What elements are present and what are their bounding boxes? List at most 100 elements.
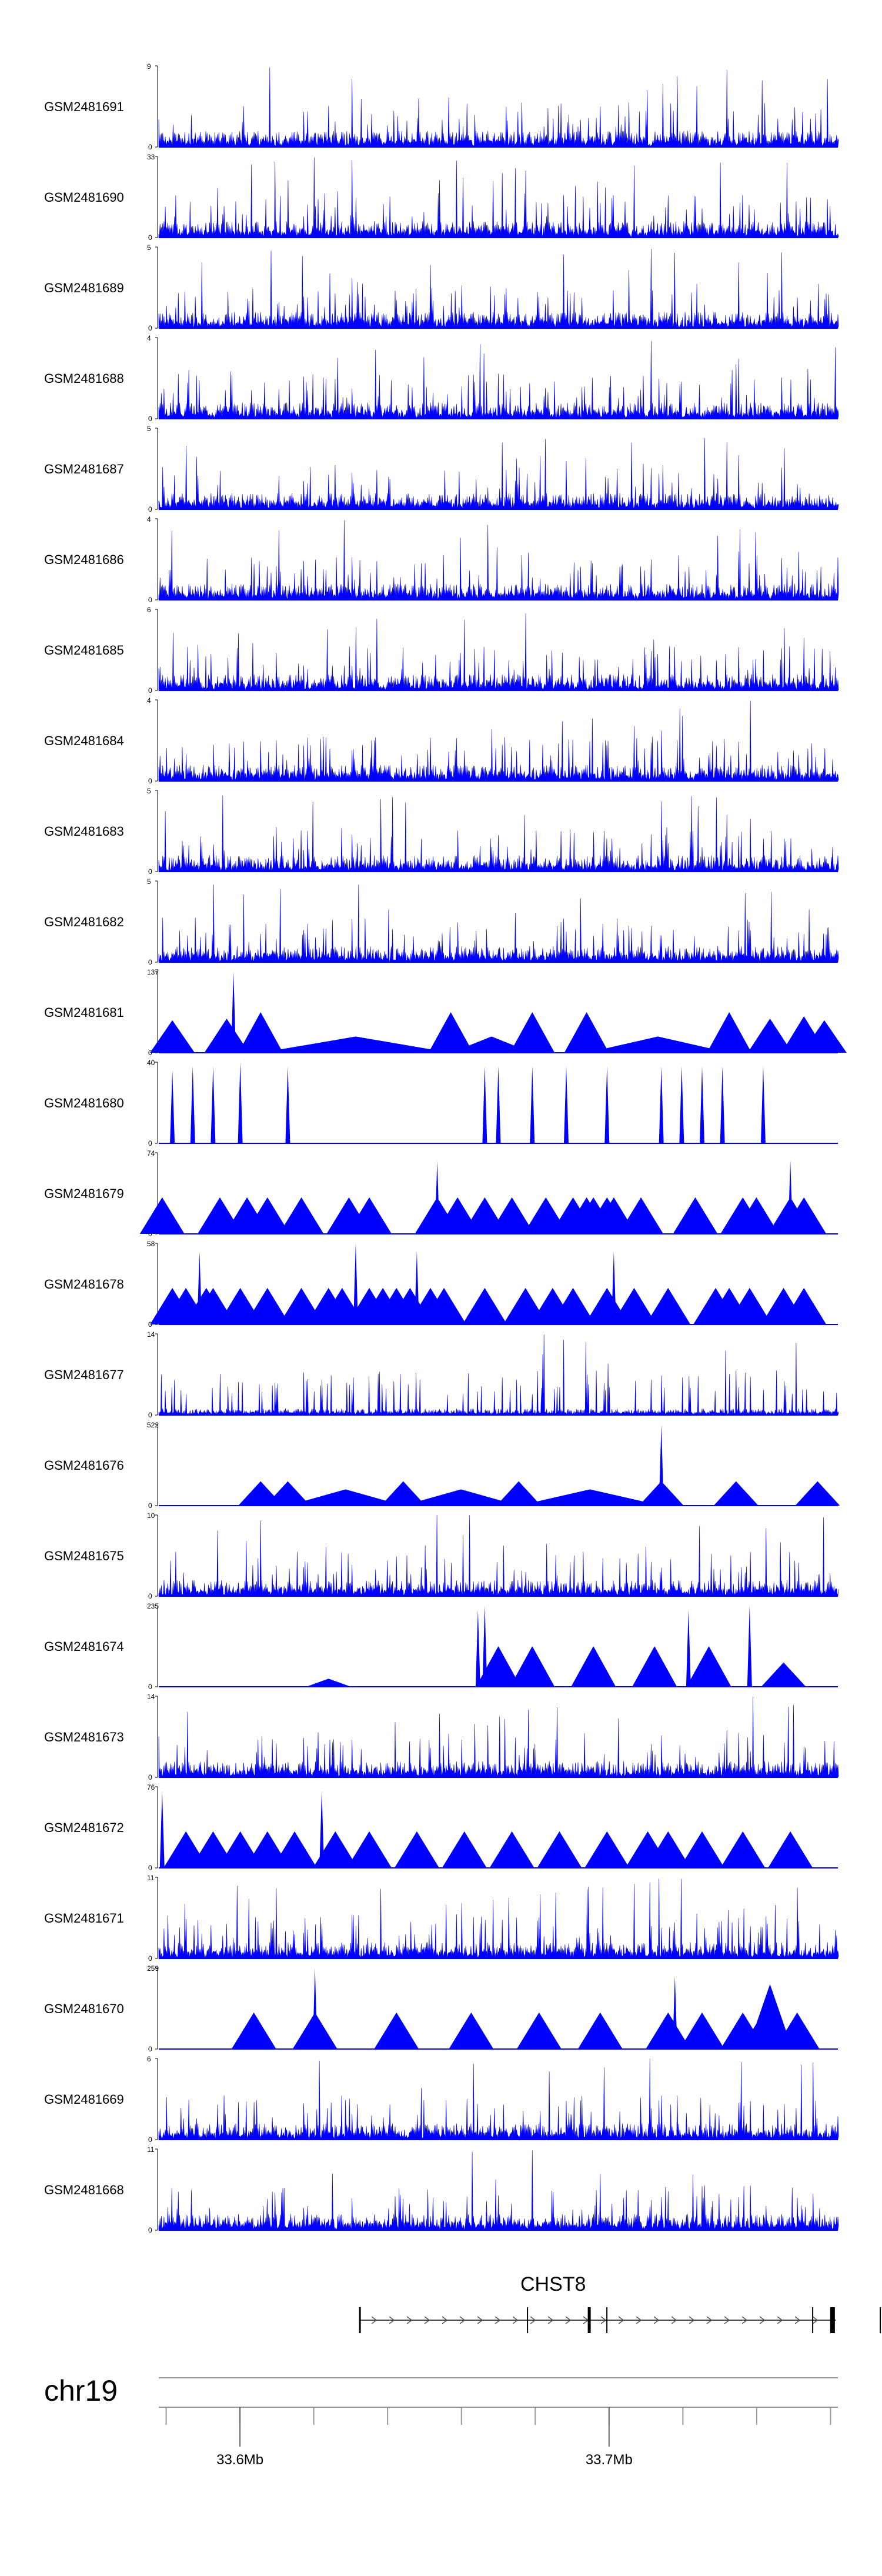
- track-GSM2481684: GSM2481684 4 0: [44, 696, 839, 785]
- y-max-label: 5: [147, 877, 151, 886]
- track-label: GSM2481684: [44, 733, 124, 748]
- y-zero-label: 0: [148, 867, 152, 876]
- strand-arrow: [759, 2316, 766, 2324]
- signal-peak: [679, 1066, 684, 1143]
- y-zero-label: 0: [148, 596, 152, 604]
- signal-coverage: [158, 2150, 839, 2231]
- signal-peak: [190, 1066, 195, 1143]
- signal-peak: [707, 1012, 752, 1053]
- strand-arrow: [671, 2316, 677, 2324]
- y-zero-label: 0: [148, 1773, 152, 1781]
- track-label: GSM2481681: [44, 1005, 124, 1020]
- signal-peak: [619, 1197, 664, 1234]
- signal-peak: [516, 2012, 562, 2049]
- signal-peak: [265, 1481, 310, 1506]
- strand-arrow: [600, 2316, 607, 2324]
- signal-coverage: [158, 520, 839, 600]
- track-label: GSM2481682: [44, 915, 124, 929]
- track-GSM2481673: GSM2481673 14 0: [44, 1693, 839, 1781]
- signal-peak: [788, 1160, 793, 1234]
- y-max-label: 4: [147, 515, 151, 523]
- y-max-label: 5: [147, 787, 151, 795]
- signal-peak: [449, 2012, 494, 2049]
- track-label: GSM2481677: [44, 1367, 124, 1382]
- strand-arrow: [547, 2316, 554, 2324]
- y-max-label: 74: [147, 1149, 155, 1157]
- signal-ramp: [403, 1489, 519, 1506]
- strand-arrow: [724, 2316, 730, 2324]
- track-label: GSM2481683: [44, 824, 124, 839]
- signal-coverage: [158, 700, 839, 782]
- signal-peak: [428, 1012, 473, 1053]
- track-GSM2481680: GSM2481680 40 0: [44, 1059, 838, 1147]
- track-GSM2481688: GSM2481688 4 0: [44, 334, 839, 423]
- signal-peak: [489, 1831, 534, 1868]
- signal-peak: [496, 1481, 542, 1506]
- strand-arrow: [636, 2316, 642, 2324]
- y-max-label: 6: [147, 606, 151, 614]
- strand-arrow: [530, 2316, 536, 2324]
- strand-arrow: [371, 2316, 377, 2324]
- signal-peak: [496, 1066, 501, 1143]
- track-GSM2481674: GSM2481674 235 0: [44, 1602, 838, 1691]
- signal-coverage: [158, 438, 839, 510]
- signal-peak: [374, 2012, 419, 2049]
- track-label: GSM2481675: [44, 1549, 124, 1563]
- signal-peak: [781, 1287, 827, 1324]
- signal-peak: [285, 1066, 290, 1143]
- signal-peak: [747, 1606, 752, 1687]
- signal-coverage: [158, 341, 839, 419]
- track-GSM2481676: GSM2481676 522 0: [44, 1421, 840, 1510]
- signal-peak: [319, 1790, 325, 1868]
- track-label: GSM2481674: [44, 1639, 124, 1654]
- signal-peak: [761, 1662, 806, 1687]
- signal-peak: [680, 2012, 724, 2049]
- signal-peak: [245, 1287, 290, 1324]
- y-max-label: 5: [147, 243, 151, 252]
- signal-ramp: [586, 1036, 730, 1053]
- track-GSM2481671: GSM2481671 11 0: [44, 1874, 839, 1963]
- signal-peak: [231, 972, 236, 1053]
- signal-peak: [646, 1287, 691, 1324]
- signal-peak: [672, 1976, 677, 2049]
- strand-arrow: [495, 2316, 501, 2324]
- strand-arrow: [706, 2316, 713, 2324]
- strand-arrow: [777, 2316, 783, 2324]
- signal-peak: [713, 1481, 759, 1506]
- y-zero-label: 0: [148, 777, 152, 785]
- signal-peak: [306, 1679, 351, 1687]
- track-GSM2481672: GSM2481672 76 0: [44, 1783, 838, 1872]
- y-max-label: 76: [147, 1783, 155, 1791]
- signal-peak: [170, 1070, 175, 1143]
- y-zero-label: 0: [148, 505, 152, 513]
- signal-peak: [768, 1831, 813, 1868]
- exon: [359, 2307, 361, 2333]
- signal-coverage: [158, 884, 839, 963]
- track-label: GSM2481676: [44, 1458, 124, 1473]
- strand-arrow: [442, 2316, 448, 2324]
- signal-peak: [482, 1066, 487, 1143]
- track-label: GSM2481690: [44, 190, 124, 205]
- strand-arrow: [653, 2316, 660, 2324]
- track-label: GSM2481670: [44, 2001, 124, 2016]
- signal-peak: [245, 1197, 290, 1234]
- strand-arrow: [459, 2316, 466, 2324]
- track-GSM2481690: GSM2481690 33 0: [44, 153, 839, 242]
- signal-peak: [781, 1197, 827, 1234]
- signal-peak: [611, 1251, 616, 1324]
- signal-peak: [442, 1831, 487, 1868]
- genome-axis: chr19 33.6Mb 33.7Mb: [44, 2374, 838, 2468]
- signal-peak: [537, 1831, 582, 1868]
- y-max-label: 33: [147, 153, 155, 161]
- track-label: GSM2481678: [44, 1277, 124, 1292]
- y-max-label: 137: [147, 968, 159, 976]
- track-label: GSM2481671: [44, 1911, 124, 1926]
- signal-peak: [347, 1197, 392, 1234]
- y-zero-label: 0: [148, 1592, 152, 1600]
- y-max-label: 11: [147, 1874, 155, 1882]
- signal-peak: [550, 1287, 596, 1324]
- signal-peak: [353, 1243, 358, 1324]
- y-max-label: 6: [147, 2055, 151, 2063]
- track-label: GSM2481668: [44, 2183, 124, 2197]
